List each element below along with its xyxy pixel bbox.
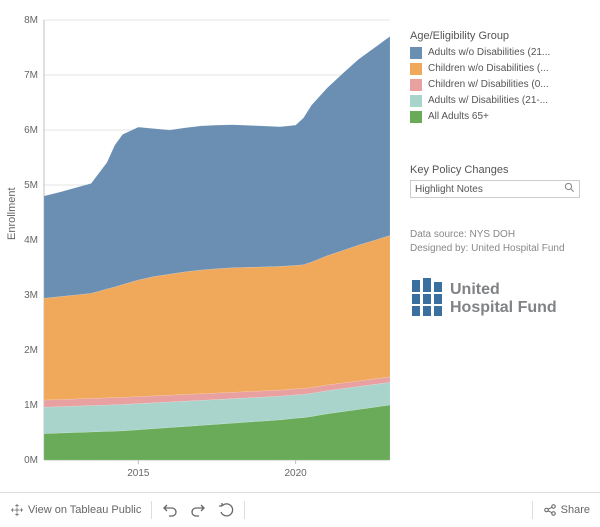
- policy-title: Key Policy Changes: [410, 164, 590, 176]
- redo-button[interactable]: [186, 498, 210, 522]
- legend-item[interactable]: Adults w/ Disabilities (21-...: [410, 94, 590, 108]
- designed-by: Designed by: United Hospital Fund: [410, 242, 590, 256]
- legend-item[interactable]: All Adults 65+: [410, 110, 590, 124]
- highlight-notes-dropdown[interactable]: Highlight Notes: [410, 180, 580, 198]
- view-on-tableau-label: View on Tableau Public: [28, 504, 141, 516]
- share-button[interactable]: Share: [539, 498, 594, 522]
- credits: Data source: NYS DOH Designed by: United…: [410, 228, 590, 256]
- legend-swatch: [410, 79, 422, 91]
- undo-icon: [162, 502, 178, 518]
- svg-text:5M: 5M: [24, 180, 38, 191]
- data-source: Data source: NYS DOH: [410, 228, 590, 242]
- legend-swatch: [410, 47, 422, 59]
- sidebar: Age/Eligibility Group Adults w/o Disabil…: [400, 0, 600, 492]
- legend-item[interactable]: Children w/ Disabilities (0...: [410, 78, 590, 92]
- svg-text:1M: 1M: [24, 400, 38, 411]
- search-icon: [564, 182, 575, 196]
- legend-label: All Adults 65+: [428, 110, 489, 124]
- svg-text:2015: 2015: [127, 468, 150, 479]
- reset-icon: [218, 502, 234, 518]
- redo-icon: [190, 502, 206, 518]
- legend-title: Age/Eligibility Group: [410, 30, 590, 42]
- svg-text:3M: 3M: [24, 290, 38, 301]
- svg-text:2M: 2M: [24, 345, 38, 356]
- legend-label: Children w/o Disabilities (...: [428, 62, 549, 76]
- legend-swatch: [410, 63, 422, 75]
- svg-text:2020: 2020: [285, 468, 308, 479]
- toolbar-divider: [244, 501, 245, 519]
- svg-text:United: United: [450, 281, 500, 298]
- chart-area: 0M 1M 2M 3M 4M 5M 6M 7M 8M 2015 2020 Enrollment: [0, 0, 400, 492]
- toolbar-divider: [532, 501, 533, 519]
- reset-button[interactable]: [214, 498, 238, 522]
- svg-text:6M: 6M: [24, 125, 38, 136]
- legend-label: Adults w/ Disabilities (21-...: [428, 94, 548, 108]
- toolbar: View on Tableau Public Share: [0, 492, 600, 527]
- legend-item[interactable]: Adults w/o Disabilities (21...: [410, 46, 590, 60]
- legend-swatch: [410, 111, 422, 123]
- stacked-area-chart: 0M 1M 2M 3M 4M 5M 6M 7M 8M 2015 2020: [0, 0, 400, 492]
- svg-text:0M: 0M: [24, 455, 38, 466]
- highlight-notes-text: Highlight Notes: [415, 184, 483, 195]
- legend-label: Adults w/o Disabilities (21...: [428, 46, 550, 60]
- undo-button[interactable]: [158, 498, 182, 522]
- uhf-logo: UnitedHospital Fund: [410, 276, 590, 323]
- share-label: Share: [561, 504, 590, 516]
- y-axis-label: Enrollment: [6, 187, 18, 240]
- svg-text:Hospital Fund: Hospital Fund: [450, 299, 557, 316]
- legend: Adults w/o Disabilities (21... Children w…: [410, 46, 590, 124]
- svg-text:7M: 7M: [24, 70, 38, 81]
- svg-text:4M: 4M: [24, 235, 38, 246]
- legend-label: Children w/ Disabilities (0...: [428, 78, 549, 92]
- tableau-icon: [10, 503, 24, 517]
- tableau-public-link[interactable]: View on Tableau Public: [6, 498, 145, 522]
- toolbar-divider: [151, 501, 152, 519]
- legend-swatch: [410, 95, 422, 107]
- share-icon: [543, 503, 557, 517]
- legend-item[interactable]: Children w/o Disabilities (...: [410, 62, 590, 76]
- svg-text:8M: 8M: [24, 15, 38, 26]
